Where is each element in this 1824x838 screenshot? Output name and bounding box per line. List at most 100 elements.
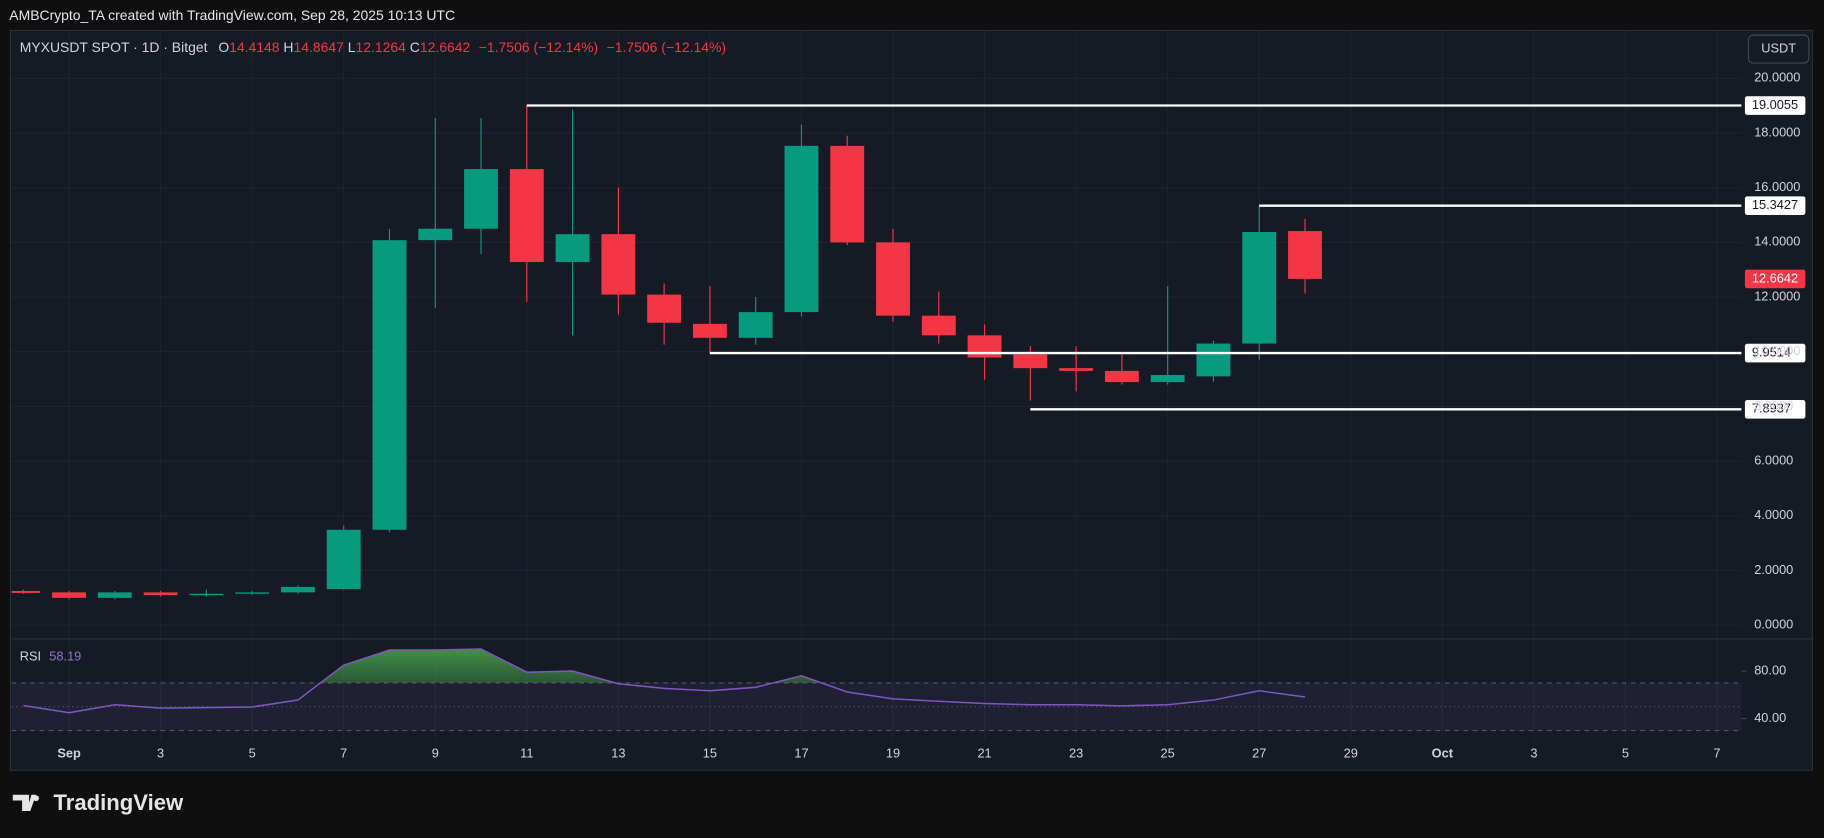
y-tick-label: 0.0000 — [1754, 617, 1793, 632]
x-tick-label: 3 — [1530, 745, 1537, 760]
candle-body — [52, 592, 86, 598]
rsi-band — [11, 682, 1742, 731]
y-tick-label: 4.0000 — [1754, 507, 1793, 522]
y-tick-label: 14.0000 — [1754, 234, 1800, 249]
brand-icon — [33, 795, 39, 802]
symbol-title: MYXUSDT SPOT · 1D · Bitget — [20, 39, 208, 55]
x-tick-label: 13 — [611, 745, 625, 760]
x-tick-label: 7 — [340, 745, 347, 760]
price-tag — [1744, 269, 1806, 289]
ohlc-value: 14.8647 — [294, 39, 345, 55]
y-tick-label: 18.0000 — [1754, 124, 1800, 139]
rsi-pane: 40.00 80.00 — [11, 648, 1786, 732]
x-tick-label: 23 — [1069, 745, 1083, 760]
candle-body — [11, 591, 41, 593]
candle-body — [189, 593, 224, 596]
brand-logo: TradingView — [12, 790, 184, 815]
y-tick-label: 2.0000 — [1754, 562, 1793, 577]
ohlc-value: 14.4148 — [229, 39, 280, 55]
x-tick-label: 17 — [794, 745, 808, 760]
change: −1.7506 (−12.14%) — [607, 39, 726, 55]
candle-body — [830, 145, 865, 243]
x-tick-label: Sep — [57, 745, 81, 760]
ohlc-letter: L — [348, 39, 356, 55]
level-tag-label: 19.0055 — [1752, 97, 1798, 112]
ohlc-letter: O — [218, 39, 229, 55]
candle-body — [1104, 370, 1139, 383]
candle-body — [143, 592, 178, 596]
rsi-name: RSI — [20, 649, 41, 664]
candles — [11, 105, 1322, 600]
candle-body — [876, 242, 910, 316]
currency-button[interactable] — [1747, 34, 1810, 64]
candle-body — [97, 592, 132, 598]
grid — [11, 31, 1742, 741]
rsi-tick-label: 80.00 — [1754, 662, 1786, 677]
rsi-value: 58.19 — [49, 649, 81, 664]
candle-body — [1013, 354, 1048, 369]
candle-body — [647, 294, 682, 323]
x-tick-label: 11 — [520, 745, 533, 760]
y-tick-label: 20.0000 — [1754, 70, 1800, 85]
candle-body — [464, 169, 498, 229]
candle-body — [784, 145, 819, 313]
currency-label[interactable]: USDT — [1761, 40, 1796, 55]
candle-body — [509, 169, 544, 263]
candle-body — [326, 529, 361, 590]
x-tick-label: 21 — [977, 745, 991, 760]
x-tick-label: 5 — [1622, 745, 1629, 760]
candle-body — [1288, 231, 1322, 279]
candle-body — [738, 312, 773, 338]
x-tick-label: Oct — [1432, 745, 1454, 760]
level-tag — [1744, 196, 1806, 215]
candle-body — [418, 228, 453, 241]
x-tick-label: 29 — [1344, 745, 1358, 760]
y-tick-label: 6.0000 — [1754, 453, 1793, 468]
change: −1.7506 (−12.14%) — [479, 39, 598, 55]
price-tag-label: 12.6642 — [1752, 270, 1798, 285]
legend: MYXUSDT SPOT · 1D · Bitget O14.4148 H14.… — [20, 39, 726, 55]
ohlc-value: 12.1264 — [356, 39, 407, 55]
x-tick-label: 7 — [1713, 745, 1720, 760]
candle-body — [235, 592, 270, 594]
y-tick-label: 8.0000 — [1754, 398, 1793, 413]
rsi-line — [23, 648, 1306, 714]
rsi-tick-label: 40.00 — [1754, 710, 1786, 725]
x-tick-label: 27 — [1252, 745, 1266, 760]
level-tag-label: 15.3427 — [1752, 197, 1798, 212]
candle-body — [1242, 231, 1277, 344]
candle-body — [921, 315, 956, 336]
candle-body — [280, 586, 315, 593]
candle-body — [1059, 368, 1094, 371]
level-tag — [1744, 96, 1806, 115]
candle-body — [692, 323, 727, 338]
y-tick-label: 10.0000 — [1754, 343, 1800, 358]
candle-body — [601, 234, 636, 295]
rsi-legend: RSI 58.19 — [20, 649, 82, 664]
x-tick-label: 5 — [249, 745, 256, 760]
level-tag — [1744, 343, 1806, 363]
ohlc-letter: C — [410, 39, 420, 55]
y-tick-label: 12.0000 — [1754, 288, 1800, 303]
level-tag — [1744, 400, 1806, 419]
levels: 19.0055 15.3427 9.9514 7.8937 12.6642 — [526, 96, 1806, 419]
chart-panel — [9, 29, 1813, 771]
y-tick-label: 16.0000 — [1754, 179, 1800, 194]
x-tick-label: 25 — [1161, 745, 1175, 760]
ohlc-letter: H — [283, 39, 293, 55]
candle-body — [1150, 374, 1185, 383]
level-tag-label: 7.8937 — [1752, 401, 1791, 416]
x-tick-label: 15 — [703, 745, 717, 760]
candle-body — [555, 234, 590, 263]
x-tick-label: 3 — [157, 745, 164, 760]
attribution: AMBCrypto_TA created with TradingView.co… — [9, 7, 455, 23]
level-tag-label: 9.9514 — [1752, 344, 1791, 359]
ohlc-value: 12.6642 — [420, 39, 471, 55]
rsi-overbought-fill — [320, 648, 822, 683]
brand-icon — [12, 794, 37, 812]
candle-body — [1196, 343, 1231, 377]
x-tick-label: 19 — [886, 745, 900, 760]
candle-body — [372, 240, 407, 530]
